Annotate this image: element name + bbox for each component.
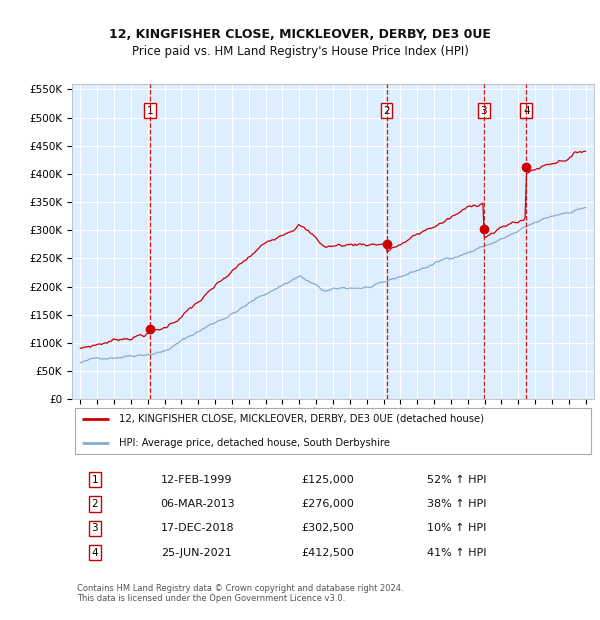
Text: 1: 1 [146,105,153,115]
Text: 52% ↑ HPI: 52% ↑ HPI [427,475,487,485]
Text: HPI: Average price, detached house, South Derbyshire: HPI: Average price, detached house, Sout… [119,438,390,448]
Text: 1: 1 [92,475,98,485]
Text: 25-JUN-2021: 25-JUN-2021 [161,547,232,557]
Text: 3: 3 [92,523,98,533]
Text: 17-DEC-2018: 17-DEC-2018 [161,523,235,533]
Text: 38% ↑ HPI: 38% ↑ HPI [427,499,487,509]
Text: 4: 4 [92,547,98,557]
Text: 12, KINGFISHER CLOSE, MICKLEOVER, DERBY, DE3 0UE (detached house): 12, KINGFISHER CLOSE, MICKLEOVER, DERBY,… [119,414,484,423]
Text: 2: 2 [383,105,390,115]
Text: 2: 2 [92,499,98,509]
Text: £276,000: £276,000 [302,499,355,509]
Text: £125,000: £125,000 [302,475,355,485]
Text: 4: 4 [523,105,530,115]
FancyBboxPatch shape [74,408,592,454]
Text: 10% ↑ HPI: 10% ↑ HPI [427,523,487,533]
Text: £302,500: £302,500 [302,523,355,533]
Text: 3: 3 [481,105,487,115]
Text: 12-FEB-1999: 12-FEB-1999 [161,475,232,485]
Text: Price paid vs. HM Land Registry's House Price Index (HPI): Price paid vs. HM Land Registry's House … [131,45,469,58]
Text: 12, KINGFISHER CLOSE, MICKLEOVER, DERBY, DE3 0UE: 12, KINGFISHER CLOSE, MICKLEOVER, DERBY,… [109,28,491,41]
Text: £412,500: £412,500 [302,547,355,557]
Text: Contains HM Land Registry data © Crown copyright and database right 2024.
This d: Contains HM Land Registry data © Crown c… [77,584,404,603]
Text: 41% ↑ HPI: 41% ↑ HPI [427,547,487,557]
Text: 06-MAR-2013: 06-MAR-2013 [161,499,235,509]
